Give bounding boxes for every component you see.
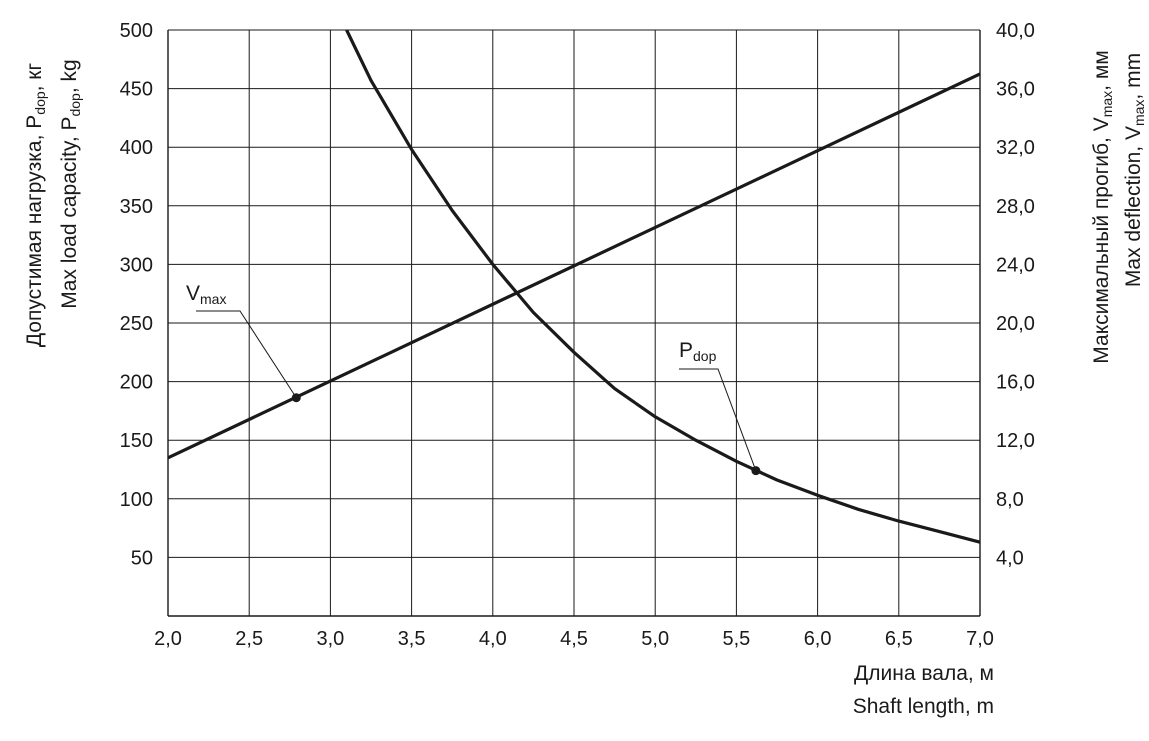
annotations	[196, 310, 761, 476]
vmax-label-main: V	[186, 282, 200, 305]
x-tick-label: 3,0	[316, 628, 344, 650]
y-left-title-en-suffix: , kg	[58, 59, 81, 93]
y-right-tick-labels: 4,0 8,0 12,0 16,0 20,0 24,0 28,0 32,0 36,0 40,0	[996, 20, 1035, 569]
y-right-title-en-main: Max deflection, V	[1122, 126, 1145, 287]
y-left-tick-label: 500	[120, 20, 153, 42]
grid	[167, 29, 981, 617]
pdop-label-main: P	[679, 339, 693, 362]
x-tick-label: 4,0	[479, 628, 507, 650]
x-tick-label: 6,0	[804, 628, 832, 650]
x-tick-label: 5,0	[641, 628, 669, 650]
y-left-title-ru-sub: dop	[32, 91, 48, 115]
x-title-en: Shaft length, m	[853, 695, 994, 718]
y-left-title-en-sub: dop	[67, 93, 83, 117]
x-tick-label: 3,5	[398, 628, 426, 650]
y-right-tick-label: 20,0	[996, 313, 1035, 335]
y-left-tick-label: 350	[120, 196, 153, 218]
y-left-title-ru-suffix: , кг	[23, 62, 46, 91]
y-left-title-en: Max load capacity, Pdop, kg	[58, 59, 83, 308]
y-left-tick-label: 200	[120, 372, 153, 394]
x-tick-label: 7,0	[966, 628, 994, 650]
pdop-leader-line	[679, 368, 757, 471]
y-right-title-ru: Максимальный прогиб, Vmax, мм	[1090, 50, 1115, 363]
y-right-tick-label: 24,0	[996, 254, 1035, 276]
vmax-leader-line	[196, 310, 297, 398]
vmax-label-sub: max	[200, 291, 226, 307]
pdop-series-label: Pdop	[679, 339, 717, 364]
y-left-tick-label: 100	[120, 489, 153, 511]
y-right-tick-label: 36,0	[996, 79, 1035, 101]
y-right-tick-label: 16,0	[996, 372, 1035, 394]
x-tick-label: 4,5	[560, 628, 588, 650]
series-line-P_dop	[345, 29, 981, 544]
y-left-tick-label: 300	[120, 254, 153, 276]
vmax-series-label: Vmax	[186, 282, 226, 307]
y-right-title-ru-main: Максимальный прогиб, V	[1090, 117, 1113, 363]
y-right-tick-label: 8,0	[996, 489, 1024, 511]
y-right-tick-label: 4,0	[996, 547, 1024, 569]
series-group	[167, 29, 981, 544]
y-right-title-ru-suffix: , мм	[1090, 50, 1113, 91]
y-left-tick-label: 50	[131, 547, 153, 569]
pdop-label-sub: dop	[693, 348, 717, 364]
y-right-title-en-sub: max	[1131, 100, 1147, 126]
y-left-tick-label: 150	[120, 430, 153, 452]
x-tick-label: 2,5	[235, 628, 263, 650]
y-right-tick-label: 28,0	[996, 196, 1035, 218]
y-left-tick-label: 450	[120, 79, 153, 101]
series-line-V_max	[167, 72, 981, 460]
y-right-title-ru-sub: max	[1099, 91, 1115, 117]
x-tick-labels: 2,0 2,5 3,0 3,5 4,0 4,5 5,0 5,5 6,0 6,5 7,0	[154, 628, 994, 650]
y-left-tick-labels: 50 100 150 200 250 300 350 400 450 500	[120, 20, 153, 569]
y-right-title-en: Max deflection, Vmax, mm	[1122, 53, 1147, 287]
y-right-tick-label: 32,0	[996, 137, 1035, 159]
pdop-marker-point	[751, 466, 761, 476]
y-right-title-en-suffix: , mm	[1122, 53, 1145, 100]
y-left-title-ru: Допустимая нагрузка, Pdop, кг	[23, 62, 48, 347]
x-tick-label: 2,0	[154, 628, 182, 650]
y-right-tick-label: 12,0	[996, 430, 1035, 452]
y-left-tick-label: 400	[120, 137, 153, 159]
y-left-tick-label: 250	[120, 313, 153, 335]
vmax-marker-point	[291, 393, 301, 403]
y-left-title-ru-main: Допустимая нагрузка, P	[23, 115, 46, 347]
y-right-tick-label: 40,0	[996, 20, 1035, 42]
x-title-ru: Длина вала, м	[854, 662, 994, 685]
y-left-title-en-main: Max load capacity, P	[58, 117, 81, 309]
x-tick-label: 5,5	[722, 628, 750, 650]
x-tick-label: 6,5	[885, 628, 913, 650]
